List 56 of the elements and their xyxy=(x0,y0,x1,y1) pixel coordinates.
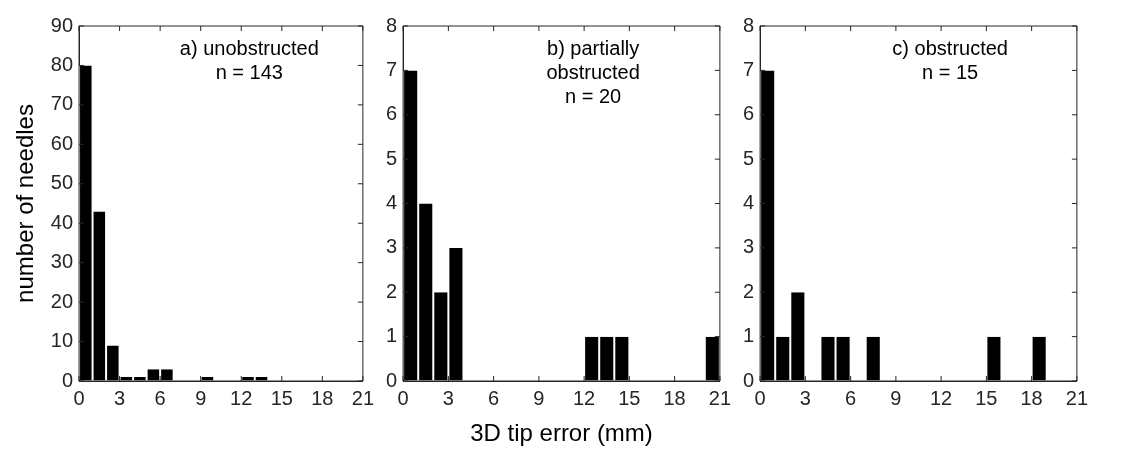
y-tick-label: 5 xyxy=(386,146,398,169)
y-axis-title: number of needles xyxy=(11,104,39,303)
x-axis-title: 3D tip error (mm) xyxy=(470,419,653,447)
y-tick-label: 20 xyxy=(50,289,74,312)
y-tick-label: 40 xyxy=(50,210,74,233)
y-tick-label: 4 xyxy=(386,191,398,214)
x-tick-label: 21 xyxy=(1065,386,1088,409)
x-tick-label: 21 xyxy=(351,386,374,409)
annotation: n = 143 xyxy=(214,60,284,84)
x-tick-label: 18 xyxy=(663,386,686,409)
y-tick-label: 30 xyxy=(50,250,74,273)
x-tick-label: 21 xyxy=(708,386,731,409)
x-tick-label: 6 xyxy=(845,386,857,409)
x-tick-label: 15 xyxy=(618,386,641,409)
x-tick-label: 9 xyxy=(533,386,545,409)
x-tick-label: 3 xyxy=(799,386,811,409)
y-tick-label: 1 xyxy=(386,324,398,347)
annotation: a) unobstructed xyxy=(178,36,320,60)
y-tick-label: 7 xyxy=(743,57,755,80)
y-tick-label: 0 xyxy=(743,368,755,391)
x-tick-label: 3 xyxy=(442,386,454,409)
y-tick-label: 6 xyxy=(743,102,755,125)
x-tick-label: 12 xyxy=(930,386,953,409)
x-tick-label: 12 xyxy=(230,386,253,409)
x-tick-label: 6 xyxy=(154,386,166,409)
y-tick-label: 7 xyxy=(386,57,398,80)
x-tick-label: 9 xyxy=(890,386,902,409)
y-tick-label: 3 xyxy=(386,235,398,258)
y-tick-label: 60 xyxy=(50,131,74,154)
x-tick-label: 18 xyxy=(311,386,334,409)
annotation: c) obstructed xyxy=(891,36,1009,60)
annotation: n = 20 xyxy=(564,84,623,108)
y-tick-label: 0 xyxy=(386,368,398,391)
y-tick-label: 5 xyxy=(743,146,755,169)
y-tick-label: 1 xyxy=(743,324,755,347)
x-tick-label: 9 xyxy=(195,386,207,409)
x-tick-label: 15 xyxy=(975,386,998,409)
x-tick-label: 12 xyxy=(573,386,596,409)
x-tick-label: 15 xyxy=(270,386,293,409)
y-tick-label: 2 xyxy=(386,279,398,302)
y-tick-label: 90 xyxy=(50,13,74,36)
annotation: n = 15 xyxy=(921,60,980,84)
x-tick-label: 6 xyxy=(488,386,500,409)
y-tick-label: 80 xyxy=(50,52,74,75)
y-tick-label: 50 xyxy=(50,171,74,194)
y-tick-label: 8 xyxy=(386,13,398,36)
x-tick-label: 3 xyxy=(114,386,126,409)
y-tick-label: 4 xyxy=(743,191,755,214)
y-tick-label: 8 xyxy=(743,13,755,36)
y-tick-label: 10 xyxy=(50,329,74,352)
y-tick-label: 0 xyxy=(61,368,74,391)
y-tick-label: 70 xyxy=(50,92,74,115)
y-tick-label: 2 xyxy=(743,279,755,302)
y-tick-label: 6 xyxy=(386,102,398,125)
x-tick-label: 18 xyxy=(1020,386,1043,409)
y-tick-label: 3 xyxy=(743,235,755,258)
